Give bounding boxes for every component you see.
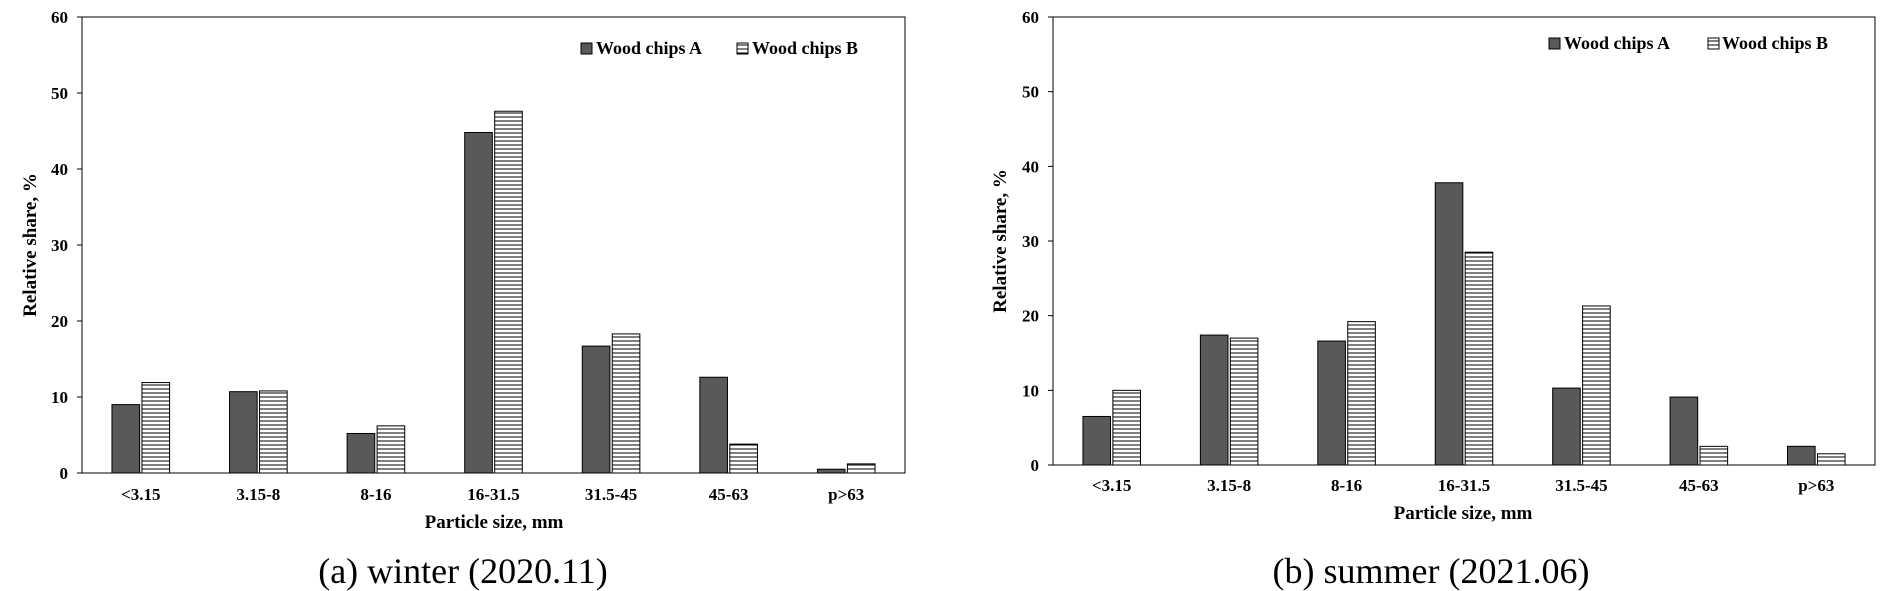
bar-wood-chips-b [494,110,523,474]
legend-swatch-series-b [736,42,749,55]
bar-wood-chips-b [259,390,288,474]
legend: Wood chips A Wood chips B [580,38,858,58]
x-tick-label: p>63 [1798,476,1834,495]
bar-wood-chips-b [1112,389,1141,466]
chart-panel-summer: 0 10 20 30 40 50 60 <3.15 3.15-8 8-16 16-31.5 31.5… [990,8,1876,591]
x-tick-label: <3.15 [121,485,160,504]
legend-swatch-series-a [1548,37,1561,50]
legend-label-series-b: Wood chips B [752,38,858,58]
x-tick-label: 8-16 [360,485,391,504]
legend: Wood chips A Wood chips B [1548,33,1828,53]
y-tick-label: 60 [51,8,68,27]
bar-wood-chips-a [229,391,258,474]
bar-wood-chips-a [1552,387,1581,466]
legend-label-series-b: Wood chips B [1722,33,1828,53]
legend-label-series-a: Wood chips A [1564,33,1670,53]
legend-swatch-series-b [1707,37,1720,50]
bar-wood-chips-a [699,376,728,474]
bar-wood-chips-b [376,425,406,474]
bar-wood-chips-b [1816,453,1846,466]
y-axis-ticks: 0 10 20 30 40 50 60 [1022,8,1053,475]
bar-wood-chips-a [816,468,846,474]
y-tick-label: 50 [1022,83,1039,102]
y-tick-label: 50 [51,84,68,103]
bar-wood-chips-a [1787,445,1816,466]
panel-caption: (a) winter (2020.11) [318,551,608,591]
legend-swatch-series-a [580,42,593,55]
y-tick-label: 30 [51,236,68,255]
bar-wood-chips-b [846,463,876,474]
x-tick-label: 3.15-8 [236,485,280,504]
bars [1082,182,1846,466]
bar-wood-chips-b [729,443,758,474]
bar-wood-chips-a [1199,334,1229,466]
y-tick-label: 30 [1022,232,1039,251]
panel-caption: (b) summer (2021.06) [1273,551,1590,591]
x-tick-label: p>63 [828,485,864,504]
y-tick-label: 0 [60,464,69,483]
x-tick-label: 31.5-45 [585,485,637,504]
bar-wood-chips-a [1082,415,1112,466]
x-tick-label: 16-31.5 [467,485,519,504]
bar-wood-chips-a [346,432,376,474]
x-tick-label: 31.5-45 [1555,476,1607,495]
y-tick-label: 20 [1022,307,1039,326]
bar-wood-chips-b [1464,251,1494,466]
y-axis-title: Relative share, % [990,169,1011,313]
bar-wood-chips-a [1434,182,1464,466]
bar-wood-chips-a [464,132,493,474]
x-axis-title: Particle size, mm [1394,503,1533,524]
x-axis-ticks: <3.15 3.15-8 8-16 16-31.5 31.5-45 45-63 p>63 [121,485,864,504]
x-tick-label: 45-63 [1679,476,1719,495]
y-tick-label: 40 [51,160,68,179]
x-tick-label: <3.15 [1092,476,1131,495]
y-tick-label: 40 [1022,157,1039,176]
bar-wood-chips-b [1699,445,1729,466]
bar-wood-chips-b [141,382,171,474]
bar-wood-chips-b [1229,337,1259,466]
x-axis-title: Particle size, mm [425,512,564,533]
y-tick-label: 10 [51,388,68,407]
y-axis-ticks: 0 10 20 30 40 50 60 [51,8,82,483]
bar-wood-chips-a [111,404,141,474]
y-tick-label: 0 [1031,456,1040,475]
plot-area-frame [1052,16,1876,466]
bar-wood-chips-a [581,345,611,474]
x-tick-label: 8-16 [1331,476,1362,495]
y-tick-label: 10 [1022,381,1039,400]
y-tick-label: 20 [51,312,68,331]
chart-panel-winter: 0 10 20 30 40 50 60 <3.15 3.15-8 8-16 16-31.5 31.5… [20,8,906,591]
bar-wood-chips-a [1669,396,1699,466]
x-tick-label: 3.15-8 [1207,476,1251,495]
x-axis-ticks: <3.15 3.15-8 8-16 16-31.5 31.5-45 45-63 p>63 [1092,476,1834,495]
bar-wood-chips-b [1582,305,1611,466]
bars [111,110,876,474]
bar-wood-chips-b [611,333,641,474]
y-axis-title: Relative share, % [20,173,41,317]
y-tick-label: 60 [1022,8,1039,27]
bar-wood-chips-b [1347,321,1376,466]
x-tick-label: 45-63 [709,485,749,504]
legend-label-series-a: Wood chips A [596,38,702,58]
x-tick-label: 16-31.5 [1438,476,1490,495]
bar-wood-chips-a [1317,340,1346,466]
plot-area-frame [81,16,906,474]
